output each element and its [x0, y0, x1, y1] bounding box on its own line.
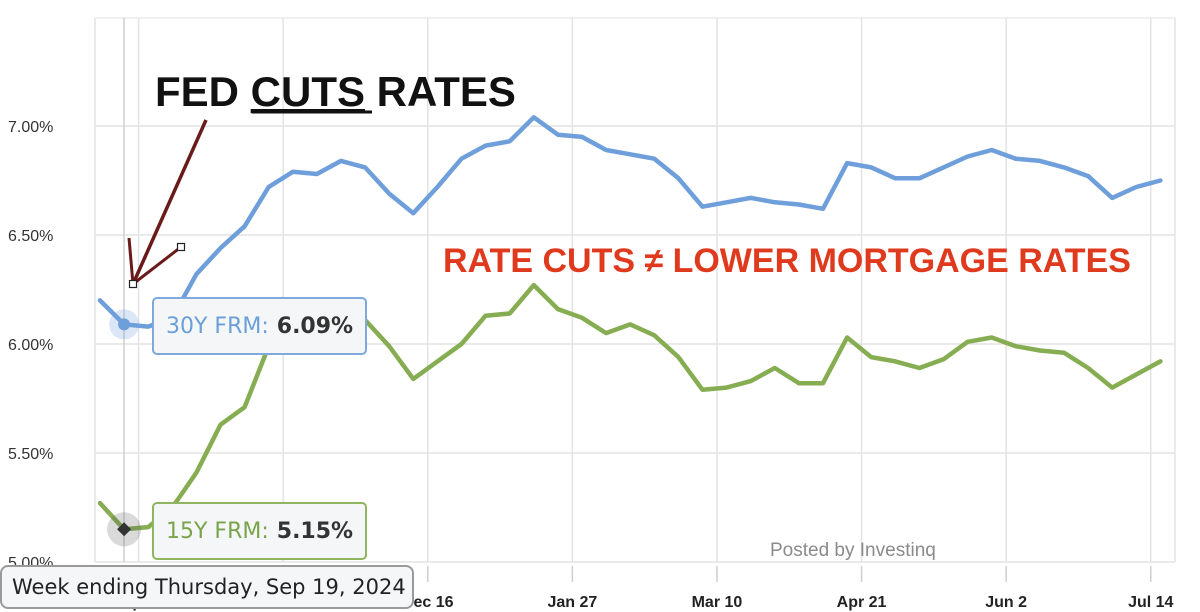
x-tick-label: Jul 14: [1128, 594, 1173, 611]
x-tick-label: Mar 10: [692, 594, 743, 611]
tooltip-15y-value: 5.15%: [276, 518, 354, 544]
subheadline: RATE CUTS ≠ LOWER MORTGAGE RATES: [443, 242, 1131, 280]
series-line-30y-frm: [97, 115, 1163, 329]
arrow-icon: [127, 119, 208, 289]
y-tick-label: 5.50%: [8, 446, 53, 463]
y-tick-label: 6.00%: [8, 337, 53, 354]
highlight-markers: [107, 309, 142, 547]
watermark-text: Posted by Investinq: [770, 540, 936, 561]
y-tick-label: 6.50%: [8, 228, 53, 245]
headline: FED CUTS RATES: [155, 68, 516, 115]
tooltip-30y-label: 30Y FRM:: [166, 313, 269, 339]
week-ending-label: Week ending Thursday, Sep 19, 2024: [0, 565, 414, 609]
y-axis-ticks: 5.00%5.50%6.00%6.50%7.00%: [8, 119, 53, 572]
point-30y: [118, 318, 131, 331]
x-tick-label: Jan 27: [547, 594, 597, 611]
x-tick-label: Apr 21: [837, 594, 887, 611]
tooltip-15y: 15Y FRM: 5.15%: [152, 502, 368, 560]
tooltip-15y-label: 15Y FRM:: [166, 518, 269, 544]
point-15y-diamond: [117, 522, 132, 537]
x-tick-label: Jun 2: [985, 594, 1027, 611]
tooltip-30y: 30Y FRM: 6.09%: [152, 297, 368, 355]
tooltip-30y-value: 6.09%: [276, 313, 354, 339]
x-tick-label: Dec 16: [402, 594, 454, 611]
y-tick-label: 7.00%: [8, 119, 53, 136]
